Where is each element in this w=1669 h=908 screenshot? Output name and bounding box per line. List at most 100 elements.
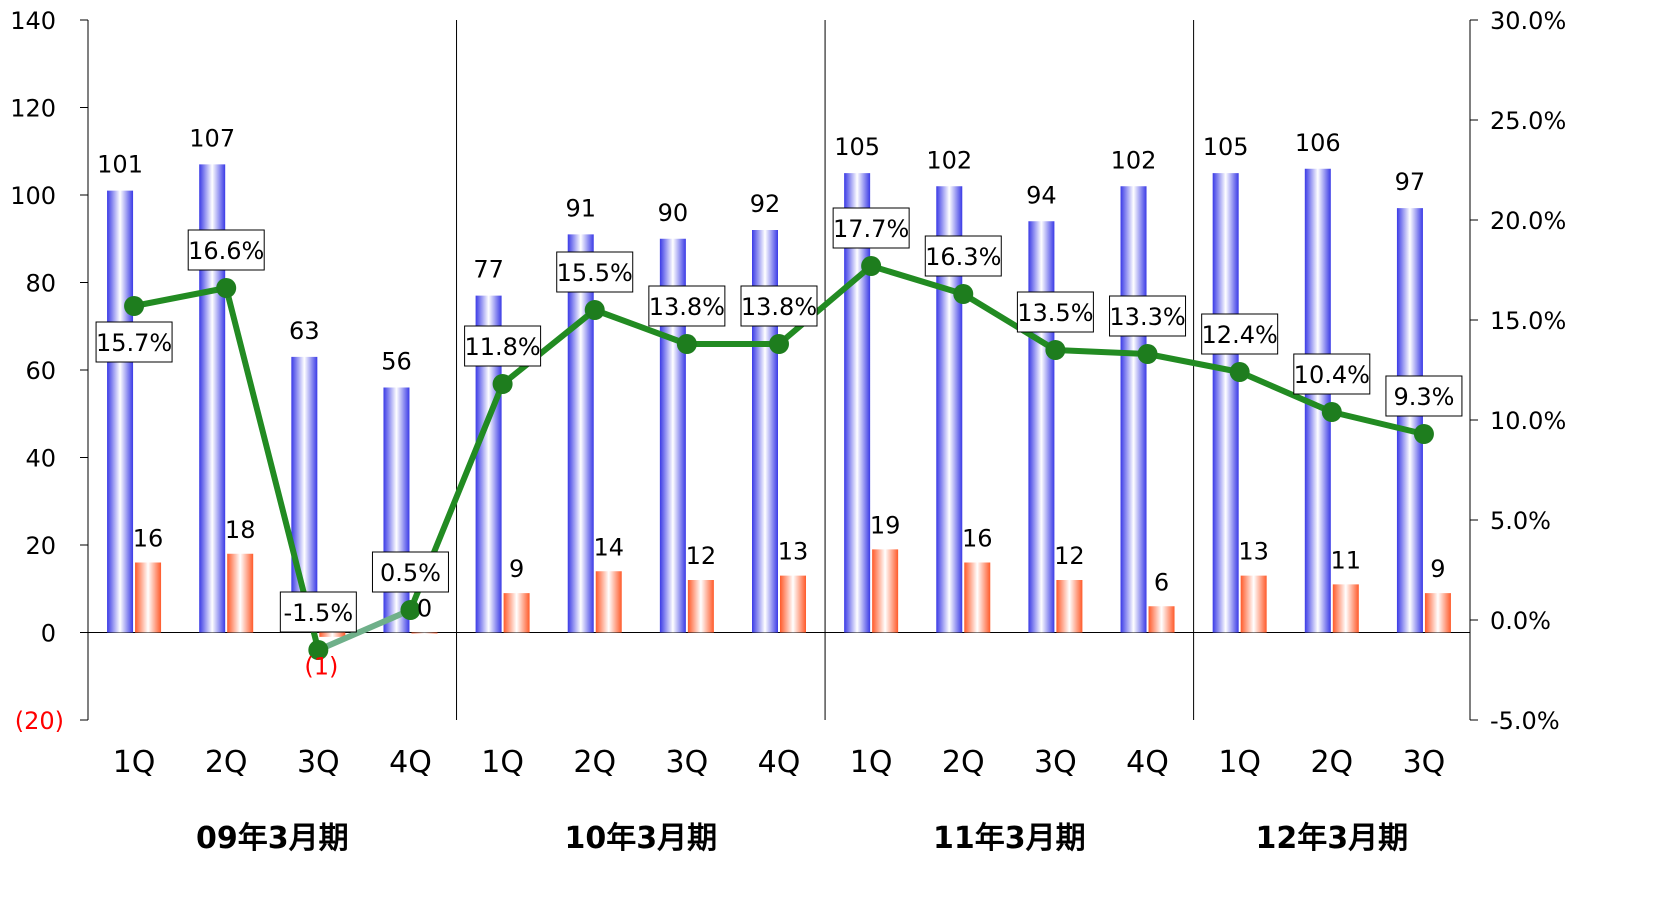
axes: 140120100806040200(20)30.0%25.0%20.0%15.…	[10, 7, 1566, 856]
ratio-label-box	[1293, 353, 1371, 395]
bar-profit	[1424, 593, 1451, 633]
ratio-point	[1413, 424, 1434, 444]
ratio-point	[769, 334, 789, 354]
data-label-sales: 101	[97, 151, 143, 179]
ratio-label: 0.5%	[380, 559, 441, 587]
bar-profit	[319, 632, 346, 637]
ratio-point	[308, 640, 329, 660]
ratio-label-box	[1201, 313, 1279, 355]
x-tick-label: 1Q	[1218, 745, 1261, 780]
x-tick-label: 3Q	[666, 745, 709, 780]
ratio-label-box	[556, 251, 634, 293]
ratio-point	[400, 600, 421, 620]
data-label-sales: 90	[658, 199, 689, 227]
ratio-line-segment	[1328, 409, 1427, 437]
y-left-tick-label: 140	[10, 7, 56, 35]
data-label-profit: 0	[417, 595, 432, 623]
data-label-sales: 105	[1203, 133, 1249, 161]
bar-profit	[1056, 580, 1083, 633]
group-label: 12年3月期	[1255, 821, 1408, 856]
y-left-tick-label: (20)	[15, 707, 64, 735]
bar-profit	[780, 575, 806, 633]
ratio-point	[124, 296, 145, 316]
bar-profit	[1148, 606, 1175, 633]
ratio-label: 13.8%	[741, 293, 817, 321]
ratio-point	[1229, 362, 1250, 382]
ratio-point	[1045, 340, 1066, 360]
ratio-label: 16.6%	[188, 237, 264, 265]
ratio-label: 17.7%	[833, 215, 909, 243]
x-tick-label: 3Q	[1403, 745, 1446, 780]
y-left-tick-label: 100	[10, 182, 56, 210]
x-tick-label: 2Q	[573, 745, 616, 780]
x-tick-label: 3Q	[297, 745, 340, 780]
data-label-sales: 77	[473, 256, 504, 284]
x-tick-label: 2Q	[1310, 745, 1353, 780]
bar-sales	[1120, 186, 1147, 633]
data-label-profit: 6	[1154, 568, 1169, 596]
ratio-label-box	[1016, 291, 1094, 333]
group-label: 10年3月期	[564, 821, 717, 856]
ratio-line-segment	[1236, 369, 1335, 415]
data-label-sales: 105	[834, 133, 880, 161]
data-label-sales: 102	[926, 146, 972, 174]
ratio-label-box	[832, 207, 910, 249]
ratio-label-box	[648, 285, 726, 327]
y-right-tick-label: -5.0%	[1490, 707, 1560, 735]
ratio-line-segment	[776, 263, 875, 347]
ratio-line-segment	[315, 607, 414, 653]
bar-profit	[595, 571, 622, 633]
bar-sales	[1028, 221, 1055, 633]
y-right-tick-label: 5.0%	[1490, 507, 1551, 535]
x-tick-label: 2Q	[942, 745, 985, 780]
ratio-point	[861, 256, 882, 276]
y-right-tick-label: 30.0%	[1490, 7, 1566, 35]
y-left-tick-label: 120	[10, 95, 56, 123]
bar-profit	[1240, 575, 1267, 633]
y-left-tick-label: 60	[25, 357, 56, 385]
ratio-line-segment	[131, 285, 230, 309]
ratio-label: 9.3%	[1393, 383, 1454, 411]
data-label-sales: 107	[189, 124, 235, 152]
ratio-label-box	[464, 325, 542, 367]
y-right-tick-label: 10.0%	[1490, 407, 1566, 435]
ratio-label-box	[1109, 295, 1187, 337]
ratio-label: 13.8%	[649, 293, 725, 321]
ratio-label-box	[187, 229, 265, 271]
y-right-tick-label: 25.0%	[1490, 107, 1566, 135]
y-right-tick-label: 15.0%	[1490, 307, 1566, 335]
data-label-sales: 63	[289, 317, 320, 345]
bar-sales	[383, 387, 410, 633]
data-label-sales: 97	[1395, 168, 1426, 196]
bar-profit	[503, 593, 530, 633]
y-left-tick-label: 20	[25, 532, 56, 560]
ratio-label: 15.7%	[96, 329, 172, 357]
ratio-point	[1321, 402, 1342, 422]
bars	[107, 164, 1451, 637]
x-tick-label: 1Q	[850, 745, 893, 780]
data-label-profit: 16	[962, 525, 993, 553]
ratio-label-box	[95, 321, 173, 363]
data-label-sales: 102	[1111, 146, 1157, 174]
ratio-line-segment	[591, 307, 690, 347]
ratio-line-segment	[223, 285, 322, 653]
group-label: 11年3月期	[933, 821, 1086, 856]
bar-profit	[1332, 584, 1359, 633]
x-tick-label: 4Q	[389, 745, 432, 780]
bar-sales	[1396, 208, 1423, 633]
ratio-line-segment	[1052, 347, 1151, 357]
x-tick-label: 2Q	[205, 745, 248, 780]
data-label-profit: 19	[870, 511, 901, 539]
ratio-label: 10.4%	[1294, 361, 1370, 389]
ratio-label: 16.3%	[925, 243, 1001, 271]
data-label-profit: 13	[778, 538, 809, 566]
ratio-point	[676, 334, 697, 354]
data-label-profit: 14	[593, 533, 624, 561]
data-label-profit: 9	[1430, 555, 1445, 583]
bar-profit	[964, 562, 991, 633]
y-left-tick-label: 40	[25, 445, 56, 473]
y-right-tick-label: 0.0%	[1490, 607, 1551, 635]
ratio-line-segment	[499, 307, 598, 387]
